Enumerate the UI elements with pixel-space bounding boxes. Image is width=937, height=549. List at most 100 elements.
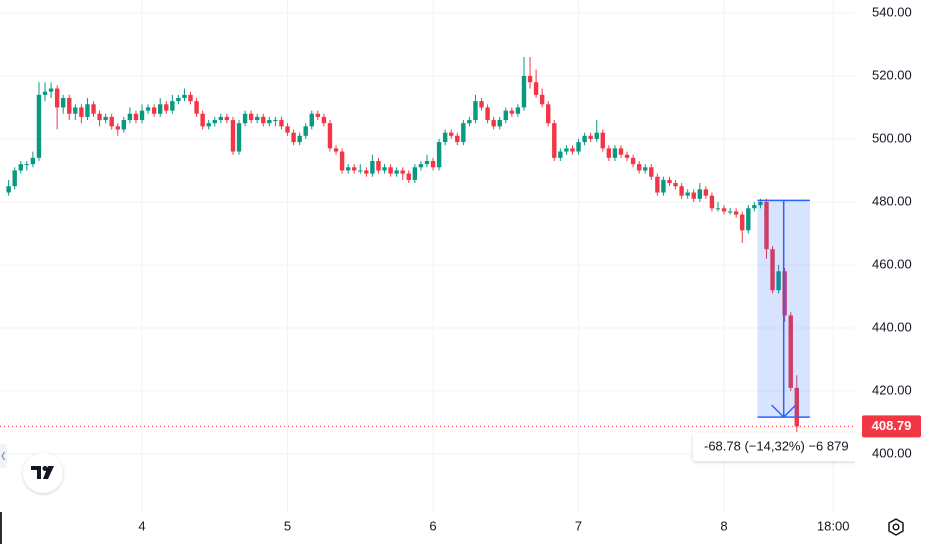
candle-body <box>297 135 302 143</box>
candle-body <box>103 116 108 121</box>
candle-body <box>582 135 587 143</box>
candle-body <box>394 170 399 174</box>
candle-body <box>206 123 211 127</box>
candle-body <box>661 179 666 193</box>
y-tick-label: 480.00 <box>872 193 912 208</box>
candle-body <box>679 186 684 196</box>
logo[interactable] <box>23 453 63 493</box>
axes: 400.00 420.00 440.00 460.00 480.00 500.00 520.… <box>138 4 921 533</box>
candle-body <box>436 142 442 168</box>
candle-body <box>364 170 369 174</box>
x-tick-label: 5 <box>284 518 291 533</box>
candle-body <box>67 97 72 114</box>
candle-body <box>539 94 545 105</box>
y-tick-label: 460.00 <box>872 256 912 271</box>
candle-body <box>527 75 533 83</box>
measure-arrow <box>771 200 797 419</box>
candle-body <box>430 161 436 168</box>
candle-body <box>176 97 181 102</box>
candle-body <box>273 120 278 122</box>
candle-body <box>533 82 539 95</box>
candle-body <box>352 167 357 171</box>
candle-body <box>782 271 787 316</box>
candle-body <box>303 126 308 136</box>
y-tick-label: 440.00 <box>872 319 912 334</box>
candle-body <box>636 164 642 171</box>
x-tick-label: 6 <box>429 518 436 533</box>
candle-body <box>618 148 624 155</box>
candle-body <box>291 132 296 143</box>
candle-body <box>145 107 151 111</box>
candle-body <box>424 161 430 165</box>
candle-body <box>673 183 678 187</box>
candle-body <box>794 387 799 427</box>
candle-body <box>764 201 769 250</box>
candle-body <box>182 94 187 98</box>
candle-body <box>570 148 575 152</box>
candle-body <box>697 189 702 199</box>
candle-body <box>309 113 314 127</box>
candle-body <box>85 104 90 117</box>
candle-body <box>703 189 709 196</box>
candle-body <box>158 104 163 114</box>
candle-body <box>418 164 424 168</box>
side-tab-arrow <box>1 451 5 461</box>
candle-body <box>552 123 557 158</box>
candle-body <box>36 94 42 158</box>
candle-body <box>60 97 66 108</box>
candle-body <box>497 120 502 127</box>
candle-body <box>139 110 145 121</box>
candle-body <box>588 135 593 139</box>
y-tick-label: 520.00 <box>872 67 912 82</box>
side-tab[interactable] <box>0 444 7 468</box>
candle-body <box>733 211 739 215</box>
plot-area: -68.78 (−14,32%) −6 879 <box>0 57 855 462</box>
y-tick-label: 420.00 <box>872 382 912 397</box>
candle-body <box>564 148 569 152</box>
candle-body <box>97 113 102 121</box>
candle-body <box>388 167 393 174</box>
candle-body <box>54 88 60 108</box>
y-tick-label: 400.00 <box>872 445 912 460</box>
candle-body <box>212 120 217 124</box>
candle-body <box>24 164 30 166</box>
y-tick-label: 540.00 <box>872 4 912 19</box>
candle-body <box>461 123 466 143</box>
candle-body <box>630 157 636 165</box>
candle-body <box>600 132 605 149</box>
candle-body <box>776 271 781 291</box>
candle-body <box>624 154 630 158</box>
candle-body <box>345 167 351 171</box>
candle-body <box>121 120 127 130</box>
candle-body <box>91 104 96 114</box>
candle-body <box>442 132 448 143</box>
candle-body <box>285 126 290 133</box>
candle-body <box>685 192 690 196</box>
candle-body <box>18 164 23 171</box>
candle-body <box>515 107 521 114</box>
candle-body <box>115 126 120 130</box>
candle-body <box>321 116 327 124</box>
candle-body <box>339 151 345 171</box>
candle-body <box>230 120 236 152</box>
y-tick-label: 500.00 <box>872 130 912 145</box>
candle-body <box>151 107 157 114</box>
candle-body <box>406 173 411 180</box>
candle-body <box>727 211 733 213</box>
candle-body <box>449 132 454 136</box>
candle-body <box>382 167 387 171</box>
candle-body <box>30 157 36 165</box>
x-tick-label: 7 <box>575 518 582 533</box>
candle-body <box>42 91 48 95</box>
candle-body <box>667 179 672 184</box>
candle-body <box>612 148 618 158</box>
candle-body <box>715 208 721 210</box>
candle-body <box>412 167 418 180</box>
candle-body <box>376 161 381 171</box>
candle-body <box>255 116 260 121</box>
candle-body <box>691 192 696 199</box>
settings-button[interactable] <box>888 518 904 536</box>
candle-body <box>479 101 484 108</box>
candle-body <box>109 116 114 127</box>
